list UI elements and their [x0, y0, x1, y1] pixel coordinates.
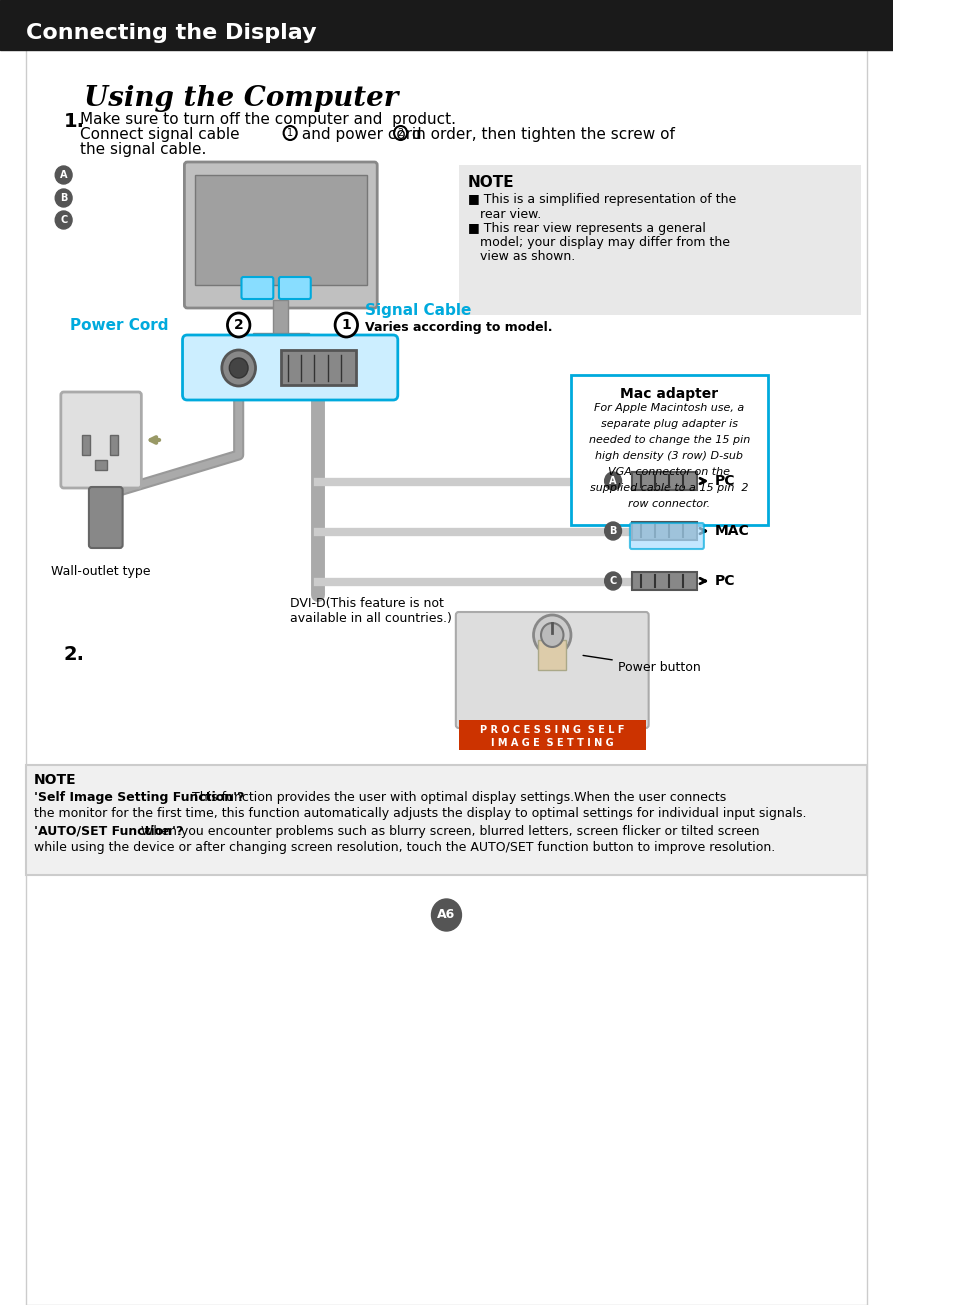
Text: P R O C E S S I N G  S E L F: P R O C E S S I N G S E L F — [479, 726, 624, 735]
Bar — [273, 300, 288, 335]
FancyBboxPatch shape — [26, 765, 866, 874]
Text: the signal cable.: the signal cable. — [79, 142, 206, 157]
Text: A: A — [60, 170, 68, 180]
Text: 2: 2 — [397, 128, 403, 138]
Bar — [95, 459, 107, 470]
FancyBboxPatch shape — [278, 277, 311, 299]
FancyBboxPatch shape — [458, 164, 861, 315]
Text: needed to change the 15 pin: needed to change the 15 pin — [588, 435, 749, 445]
Bar — [537, 639, 566, 669]
Circle shape — [229, 358, 248, 378]
Text: PC: PC — [715, 574, 735, 589]
Bar — [631, 572, 697, 590]
Circle shape — [604, 472, 620, 489]
Text: Connect signal cable: Connect signal cable — [79, 127, 244, 142]
Circle shape — [55, 211, 72, 228]
Text: row connector.: row connector. — [627, 499, 710, 509]
Text: in order, then tighten the screw of: in order, then tighten the screw of — [407, 127, 675, 142]
Text: 2.: 2. — [64, 645, 85, 664]
Text: view as shown.: view as shown. — [468, 251, 575, 264]
FancyBboxPatch shape — [89, 487, 123, 548]
Circle shape — [604, 572, 620, 590]
Text: Wall-outlet type: Wall-outlet type — [51, 565, 151, 578]
Text: This function provides the user with optimal display settings.When the user conn: This function provides the user with opt… — [188, 791, 725, 804]
Text: 1: 1 — [287, 128, 293, 138]
Text: A: A — [609, 476, 617, 485]
Circle shape — [335, 313, 357, 337]
FancyBboxPatch shape — [456, 612, 648, 728]
Text: B: B — [609, 526, 617, 536]
Text: PC: PC — [715, 474, 735, 488]
FancyBboxPatch shape — [61, 392, 141, 488]
Bar — [280, 350, 355, 385]
Text: NOTE: NOTE — [33, 773, 76, 787]
Circle shape — [222, 350, 255, 386]
Text: Make sure to turn off the computer and  product.: Make sure to turn off the computer and p… — [79, 112, 456, 127]
Text: For Apple Macintosh use, a: For Apple Macintosh use, a — [594, 403, 743, 412]
Bar — [631, 522, 697, 540]
Text: 'Self Image Setting Function'?: 'Self Image Setting Function'? — [33, 791, 244, 804]
Text: C: C — [60, 215, 68, 224]
Text: Power Cord: Power Cord — [70, 317, 169, 333]
Text: ■ This is a simplified representation of the: ■ This is a simplified representation of… — [468, 193, 736, 206]
Text: NOTE: NOTE — [468, 175, 514, 191]
Text: 'AUTO/SET Function'?: 'AUTO/SET Function'? — [33, 825, 183, 838]
Text: VGA connector on the: VGA connector on the — [608, 467, 729, 478]
Circle shape — [227, 313, 250, 337]
Text: Varies according to model.: Varies according to model. — [365, 321, 552, 334]
Text: and power cord: and power cord — [296, 127, 426, 142]
Text: ■ This rear view represents a general: ■ This rear view represents a general — [468, 222, 705, 235]
Text: rear view.: rear view. — [468, 207, 540, 221]
Circle shape — [540, 622, 563, 647]
Text: Mac adapter: Mac adapter — [619, 388, 718, 401]
Bar — [82, 435, 90, 455]
FancyBboxPatch shape — [182, 335, 397, 401]
Text: B: B — [60, 193, 68, 204]
Circle shape — [55, 166, 72, 184]
Bar — [253, 333, 309, 355]
Text: I M A G E  S E T T I N G: I M A G E S E T T I N G — [491, 739, 613, 748]
Text: 2: 2 — [233, 318, 243, 331]
Bar — [111, 435, 118, 455]
Bar — [0, 0, 892, 50]
FancyBboxPatch shape — [629, 523, 703, 549]
Text: Using the Computer: Using the Computer — [84, 85, 398, 112]
FancyBboxPatch shape — [241, 277, 273, 299]
Text: Signal Cable: Signal Cable — [365, 303, 471, 317]
FancyBboxPatch shape — [184, 162, 376, 308]
Bar — [631, 472, 697, 489]
Text: the monitor for the first time, this function automatically adjusts the display : the monitor for the first time, this fun… — [33, 806, 805, 820]
Text: A6: A6 — [436, 908, 456, 921]
Text: Connecting the Display: Connecting the Display — [26, 23, 316, 43]
Text: C: C — [609, 576, 616, 586]
Text: DVI-D(This feature is not
available in all countries.): DVI-D(This feature is not available in a… — [290, 596, 452, 625]
Bar — [194, 175, 367, 284]
Text: 1: 1 — [341, 318, 351, 331]
Circle shape — [533, 615, 570, 655]
FancyBboxPatch shape — [570, 375, 767, 525]
Circle shape — [604, 522, 620, 540]
Bar — [458, 720, 645, 750]
Text: separate plug adapter is: separate plug adapter is — [600, 419, 737, 429]
Text: 1.: 1. — [64, 112, 85, 130]
Text: while using the device or after changing screen resolution, touch the AUTO/SET f: while using the device or after changing… — [33, 840, 774, 853]
Circle shape — [431, 899, 461, 930]
Text: MAC: MAC — [715, 525, 749, 538]
Text: model; your display may differ from the: model; your display may differ from the — [468, 236, 729, 249]
Text: supplied cable to a 15 pin  2: supplied cable to a 15 pin 2 — [589, 483, 748, 493]
Text: high density (3 row) D-sub: high density (3 row) D-sub — [595, 452, 742, 461]
Text: Power button: Power button — [582, 655, 700, 673]
Circle shape — [55, 189, 72, 207]
Text: When you encounter problems such as blurry screen, blurred letters, screen flick: When you encounter problems such as blur… — [136, 825, 759, 838]
